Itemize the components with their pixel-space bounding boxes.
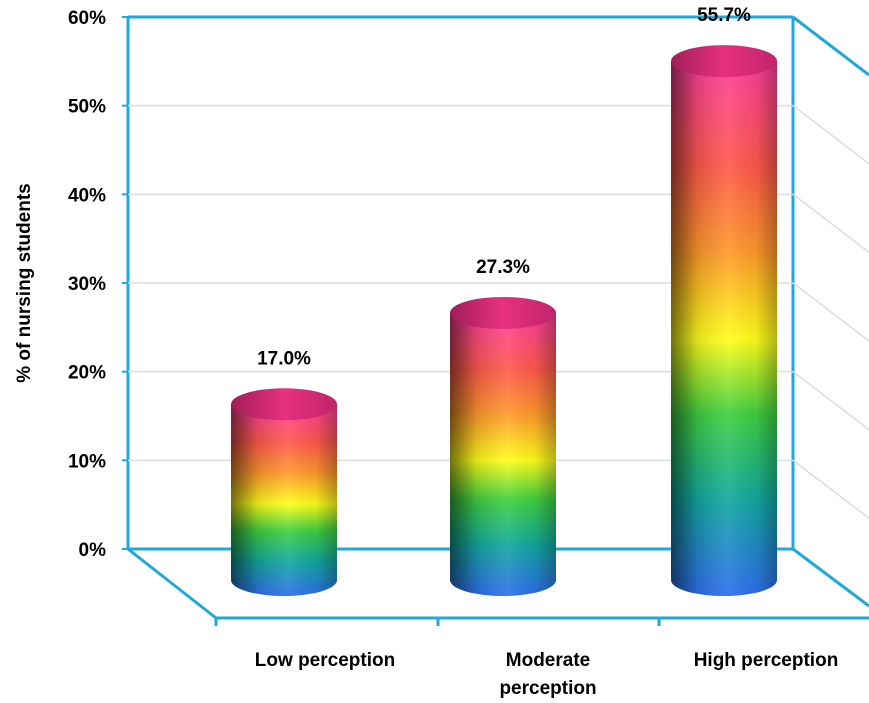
data-labels: 17.0% 27.3% 55.7% xyxy=(257,5,751,369)
y-tick-label: 50% xyxy=(68,97,106,118)
bar-shading xyxy=(671,61,777,597)
bar xyxy=(450,296,556,596)
bar-cap xyxy=(671,45,777,78)
category-label: Moderate perception xyxy=(499,650,596,699)
y-axis-label: % of nursing students xyxy=(14,183,35,383)
category-label: Low perception xyxy=(255,650,395,671)
bar xyxy=(671,45,777,597)
data-label: 27.3% xyxy=(476,257,530,278)
category-label: High perception xyxy=(694,650,839,671)
side-wall-top xyxy=(792,15,869,77)
y-axis-ticks: 0% 10% 20% 30% 40% 50% 60% xyxy=(68,8,128,561)
side-gridline xyxy=(792,459,869,519)
y-tick-label: 30% xyxy=(68,274,106,295)
bar-shading xyxy=(231,404,337,596)
floor-right xyxy=(792,547,869,608)
side-gridline xyxy=(792,193,869,253)
floor-left xyxy=(127,547,217,620)
x-axis-categories: Low perception Moderate perception High per… xyxy=(255,650,839,699)
y-tick-label: 60% xyxy=(68,8,106,29)
y-tick-label: 10% xyxy=(68,451,106,472)
bars xyxy=(231,45,777,597)
bar xyxy=(231,388,337,596)
y-tick-label: 20% xyxy=(68,363,106,384)
side-gridline xyxy=(792,105,869,165)
data-label: 17.0% xyxy=(257,348,311,369)
y-tick-label: 40% xyxy=(68,185,106,206)
side-gridline xyxy=(792,282,869,342)
y-tick-label: 0% xyxy=(79,540,107,561)
bar-cap xyxy=(231,388,337,421)
bar-shading xyxy=(450,312,556,596)
data-label: 55.7% xyxy=(697,5,751,26)
bar-cap xyxy=(450,296,556,329)
side-gridline xyxy=(792,371,869,431)
